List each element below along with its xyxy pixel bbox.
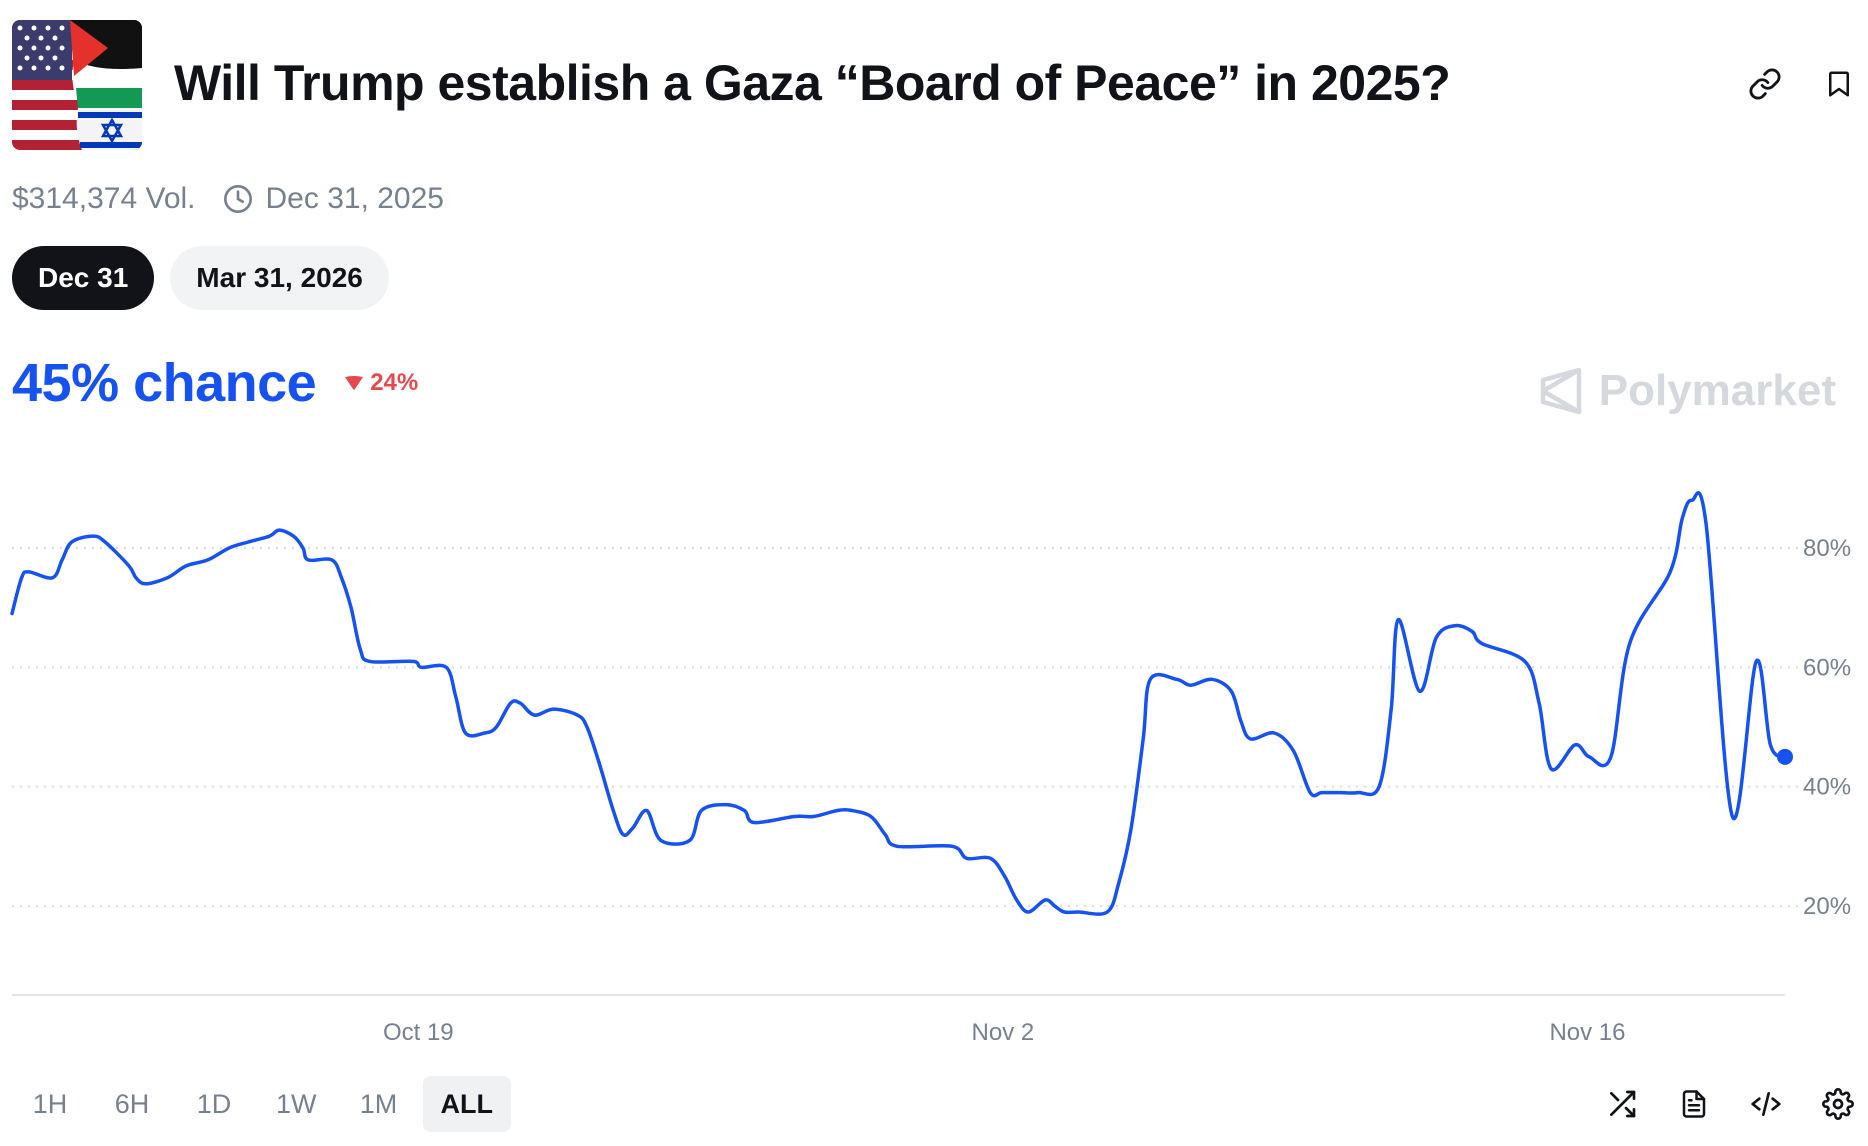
x-tick-label: Nov 2 [972, 1019, 1035, 1046]
volume-label: $314,374 Vol. [12, 182, 196, 215]
shuffle-icon[interactable] [1604, 1084, 1640, 1124]
bookmark-icon[interactable] [1822, 64, 1856, 104]
date-option-mar-31-2026[interactable]: Mar 31, 2026 [170, 246, 389, 310]
market-meta: $314,374 Vol. Dec 31, 2025 [12, 182, 444, 216]
link-icon[interactable] [1748, 64, 1782, 104]
down-triangle-icon [345, 376, 364, 390]
y-tick-label: 80% [1803, 535, 1851, 562]
y-tick-label: 60% [1803, 654, 1851, 681]
polymarket-logo-icon [1540, 367, 1582, 415]
polymarket-watermark: Polymarket [1539, 366, 1836, 416]
price-series-line [10, 491, 1787, 916]
range-6h-button[interactable]: 6H [114, 1088, 150, 1119]
us-palestine-israel-flags-image [12, 20, 142, 150]
change-value: 24% [370, 369, 419, 396]
chance-value: 45% chance [12, 353, 317, 413]
market-header: Will Trump establish a Gaza “Board of Pe… [12, 20, 1856, 150]
embed-code-icon[interactable] [1748, 1084, 1784, 1124]
x-tick-label: Nov 16 [1549, 1019, 1625, 1046]
market-title: Will Trump establish a Gaza “Board of Pe… [174, 55, 1451, 111]
date-selector: Dec 31 Mar 31, 2026 [12, 246, 389, 310]
settings-gear-icon[interactable] [1820, 1084, 1856, 1124]
time-range-selector: 1H 6H 1D 1W 1M ALL [12, 1076, 511, 1132]
price-chart[interactable]: 20% 40% 60% 80% Oct 19 Nov 2 Nov 16 [0, 480, 1868, 1050]
range-1m-button[interactable]: 1M [359, 1088, 398, 1119]
chart-actions [1604, 1084, 1856, 1124]
change-indicator: 24% [344, 369, 418, 397]
y-tick-label: 40% [1803, 774, 1851, 801]
y-tick-label: 20% [1803, 893, 1851, 920]
price-chart-svg: 20% 40% 60% 80% Oct 19 Nov 2 Nov 16 [10, 491, 1851, 1046]
clock-icon [222, 183, 254, 215]
range-1h-button[interactable]: 1H [32, 1088, 68, 1119]
range-1w-button[interactable]: 1W [276, 1088, 317, 1119]
document-icon[interactable] [1676, 1084, 1712, 1124]
header-actions [1748, 64, 1856, 104]
end-date-label: Dec 31, 2025 [265, 182, 444, 215]
brand-name: Polymarket [1598, 366, 1836, 415]
date-option-dec-31[interactable]: Dec 31 [12, 246, 155, 310]
range-all-button[interactable]: ALL [422, 1076, 511, 1132]
x-tick-label: Oct 19 [383, 1019, 454, 1046]
current-price-dot [1777, 748, 1793, 765]
probability-row: 45% chance 24% [12, 352, 418, 414]
range-1d-button[interactable]: 1D [196, 1088, 232, 1119]
